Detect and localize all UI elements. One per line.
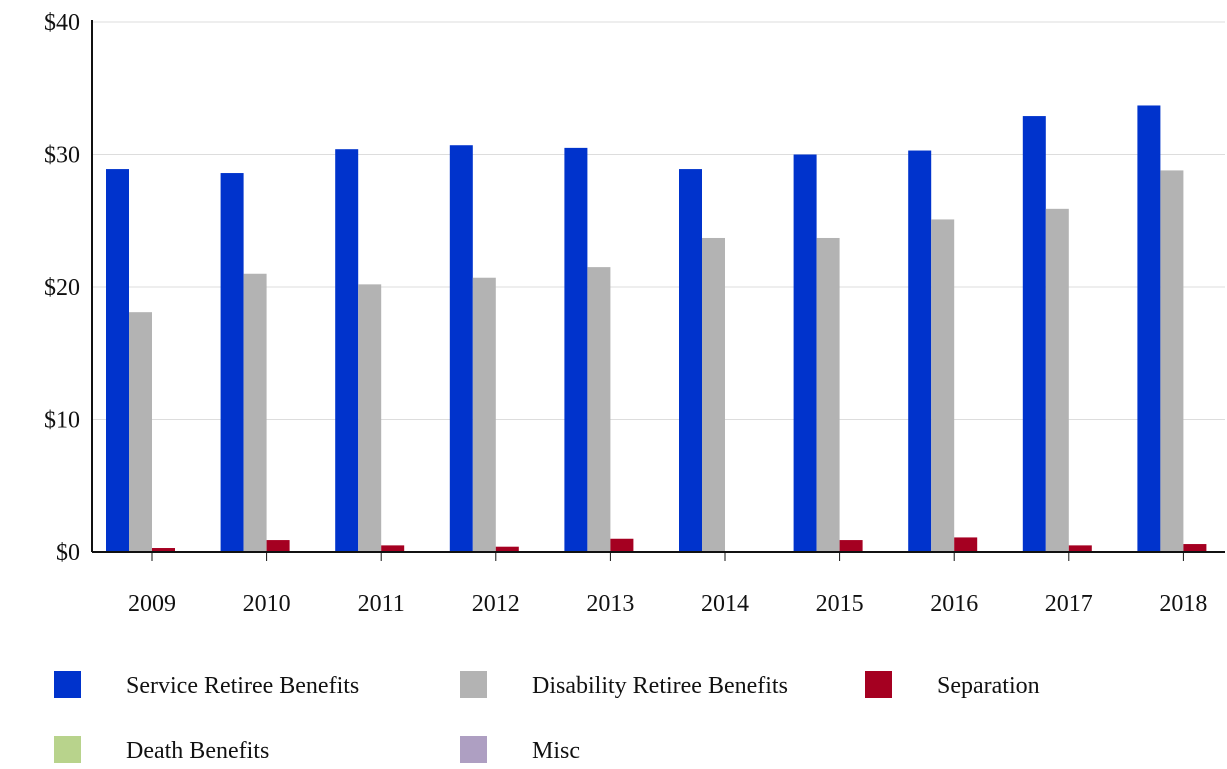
- legend-swatch: [460, 736, 487, 763]
- bar-separation-2017: [1068, 545, 1092, 552]
- bar-service-retiree-benefits-2018: [1137, 105, 1161, 552]
- x-tick-label: 2010: [243, 591, 291, 617]
- legend-item-disability-retiree-benefits: Disability Retiree Benefits: [460, 671, 788, 699]
- x-tick-label: 2009: [128, 591, 176, 617]
- legend-item-separation: Separation: [865, 671, 1040, 699]
- axes: [91, 20, 1225, 553]
- bar-disability-retiree-benefits-2017: [1045, 208, 1069, 552]
- bar-disability-retiree-benefits-2016: [931, 219, 955, 553]
- bar-separation-2012: [495, 546, 519, 552]
- legend-swatch: [54, 736, 81, 763]
- bar-disability-retiree-benefits-2015: [816, 237, 840, 552]
- x-tick-label: 2014: [701, 591, 749, 617]
- bar-disability-retiree-benefits-2013: [587, 267, 611, 552]
- x-tick-label: 2015: [816, 591, 864, 617]
- legend-label: Separation: [937, 673, 1040, 699]
- bar-separation-2009: [152, 548, 175, 552]
- legend: Service Retiree Benefits Disability Retir…: [54, 671, 1040, 764]
- bar-service-retiree-benefits-2009: [106, 169, 129, 552]
- legend-item-death-benefits: Death Benefits: [54, 736, 269, 764]
- bar-service-retiree-benefits-2017: [1022, 116, 1046, 552]
- legend-item-misc: Misc: [460, 736, 580, 764]
- bar-disability-retiree-benefits-2014: [702, 237, 725, 552]
- y-tick-label: $10: [44, 408, 80, 434]
- bar-service-retiree-benefits-2011: [335, 149, 359, 552]
- y-tick-label: $0: [56, 540, 80, 566]
- bar-separation-2013: [610, 538, 634, 552]
- bar-disability-retiree-benefits-2018: [1160, 170, 1184, 552]
- x-axis-ticks: 2009 2010 2011 2012 2013 2014 2015 2016 2017 2018: [128, 552, 1207, 617]
- legend-swatch: [54, 671, 81, 698]
- bar-service-retiree-benefits-2015: [793, 154, 817, 552]
- bar-separation-2018: [1183, 544, 1207, 552]
- legend-item-service-retiree-benefits: Service Retiree Benefits: [54, 671, 359, 699]
- x-tick-label: 2018: [1159, 591, 1207, 617]
- y-tick-label: $40: [44, 10, 80, 36]
- bar-service-retiree-benefits-2014: [679, 169, 702, 552]
- legend-label: Disability Retiree Benefits: [532, 673, 788, 699]
- bar-service-retiree-benefits-2010: [220, 173, 244, 553]
- bar-separation-2011: [381, 545, 405, 552]
- bar-service-retiree-benefits-2013: [564, 147, 588, 552]
- bar-disability-retiree-benefits-2010: [243, 273, 267, 552]
- x-tick-label: 2012: [472, 591, 520, 617]
- bar-disability-retiree-benefits-2011: [358, 284, 382, 552]
- bar-separation-2016: [954, 537, 978, 552]
- legend-label: Misc: [532, 738, 580, 764]
- y-axis-ticks: $0 $10 $20 $30 $40: [44, 10, 80, 566]
- legend-swatch: [460, 671, 487, 698]
- x-tick-label: 2013: [586, 591, 634, 617]
- x-tick-label: 2017: [1045, 591, 1093, 617]
- legend-label: Death Benefits: [126, 738, 269, 764]
- bar-disability-retiree-benefits-2012: [472, 277, 496, 552]
- legend-label: Service Retiree Benefits: [126, 673, 359, 699]
- bar-service-retiree-benefits-2012: [449, 145, 473, 552]
- x-tick-label: 2011: [358, 591, 405, 617]
- bar-service-retiree-benefits-2016: [908, 150, 932, 552]
- y-tick-label: $20: [44, 275, 80, 301]
- bars: [106, 105, 1207, 553]
- x-tick-label: 2016: [930, 591, 978, 617]
- bar-separation-2015: [839, 540, 863, 552]
- y-tick-label: $30: [44, 143, 80, 169]
- bar-disability-retiree-benefits-2009: [129, 312, 152, 552]
- legend-swatch: [865, 671, 892, 698]
- bar-separation-2010: [266, 540, 290, 552]
